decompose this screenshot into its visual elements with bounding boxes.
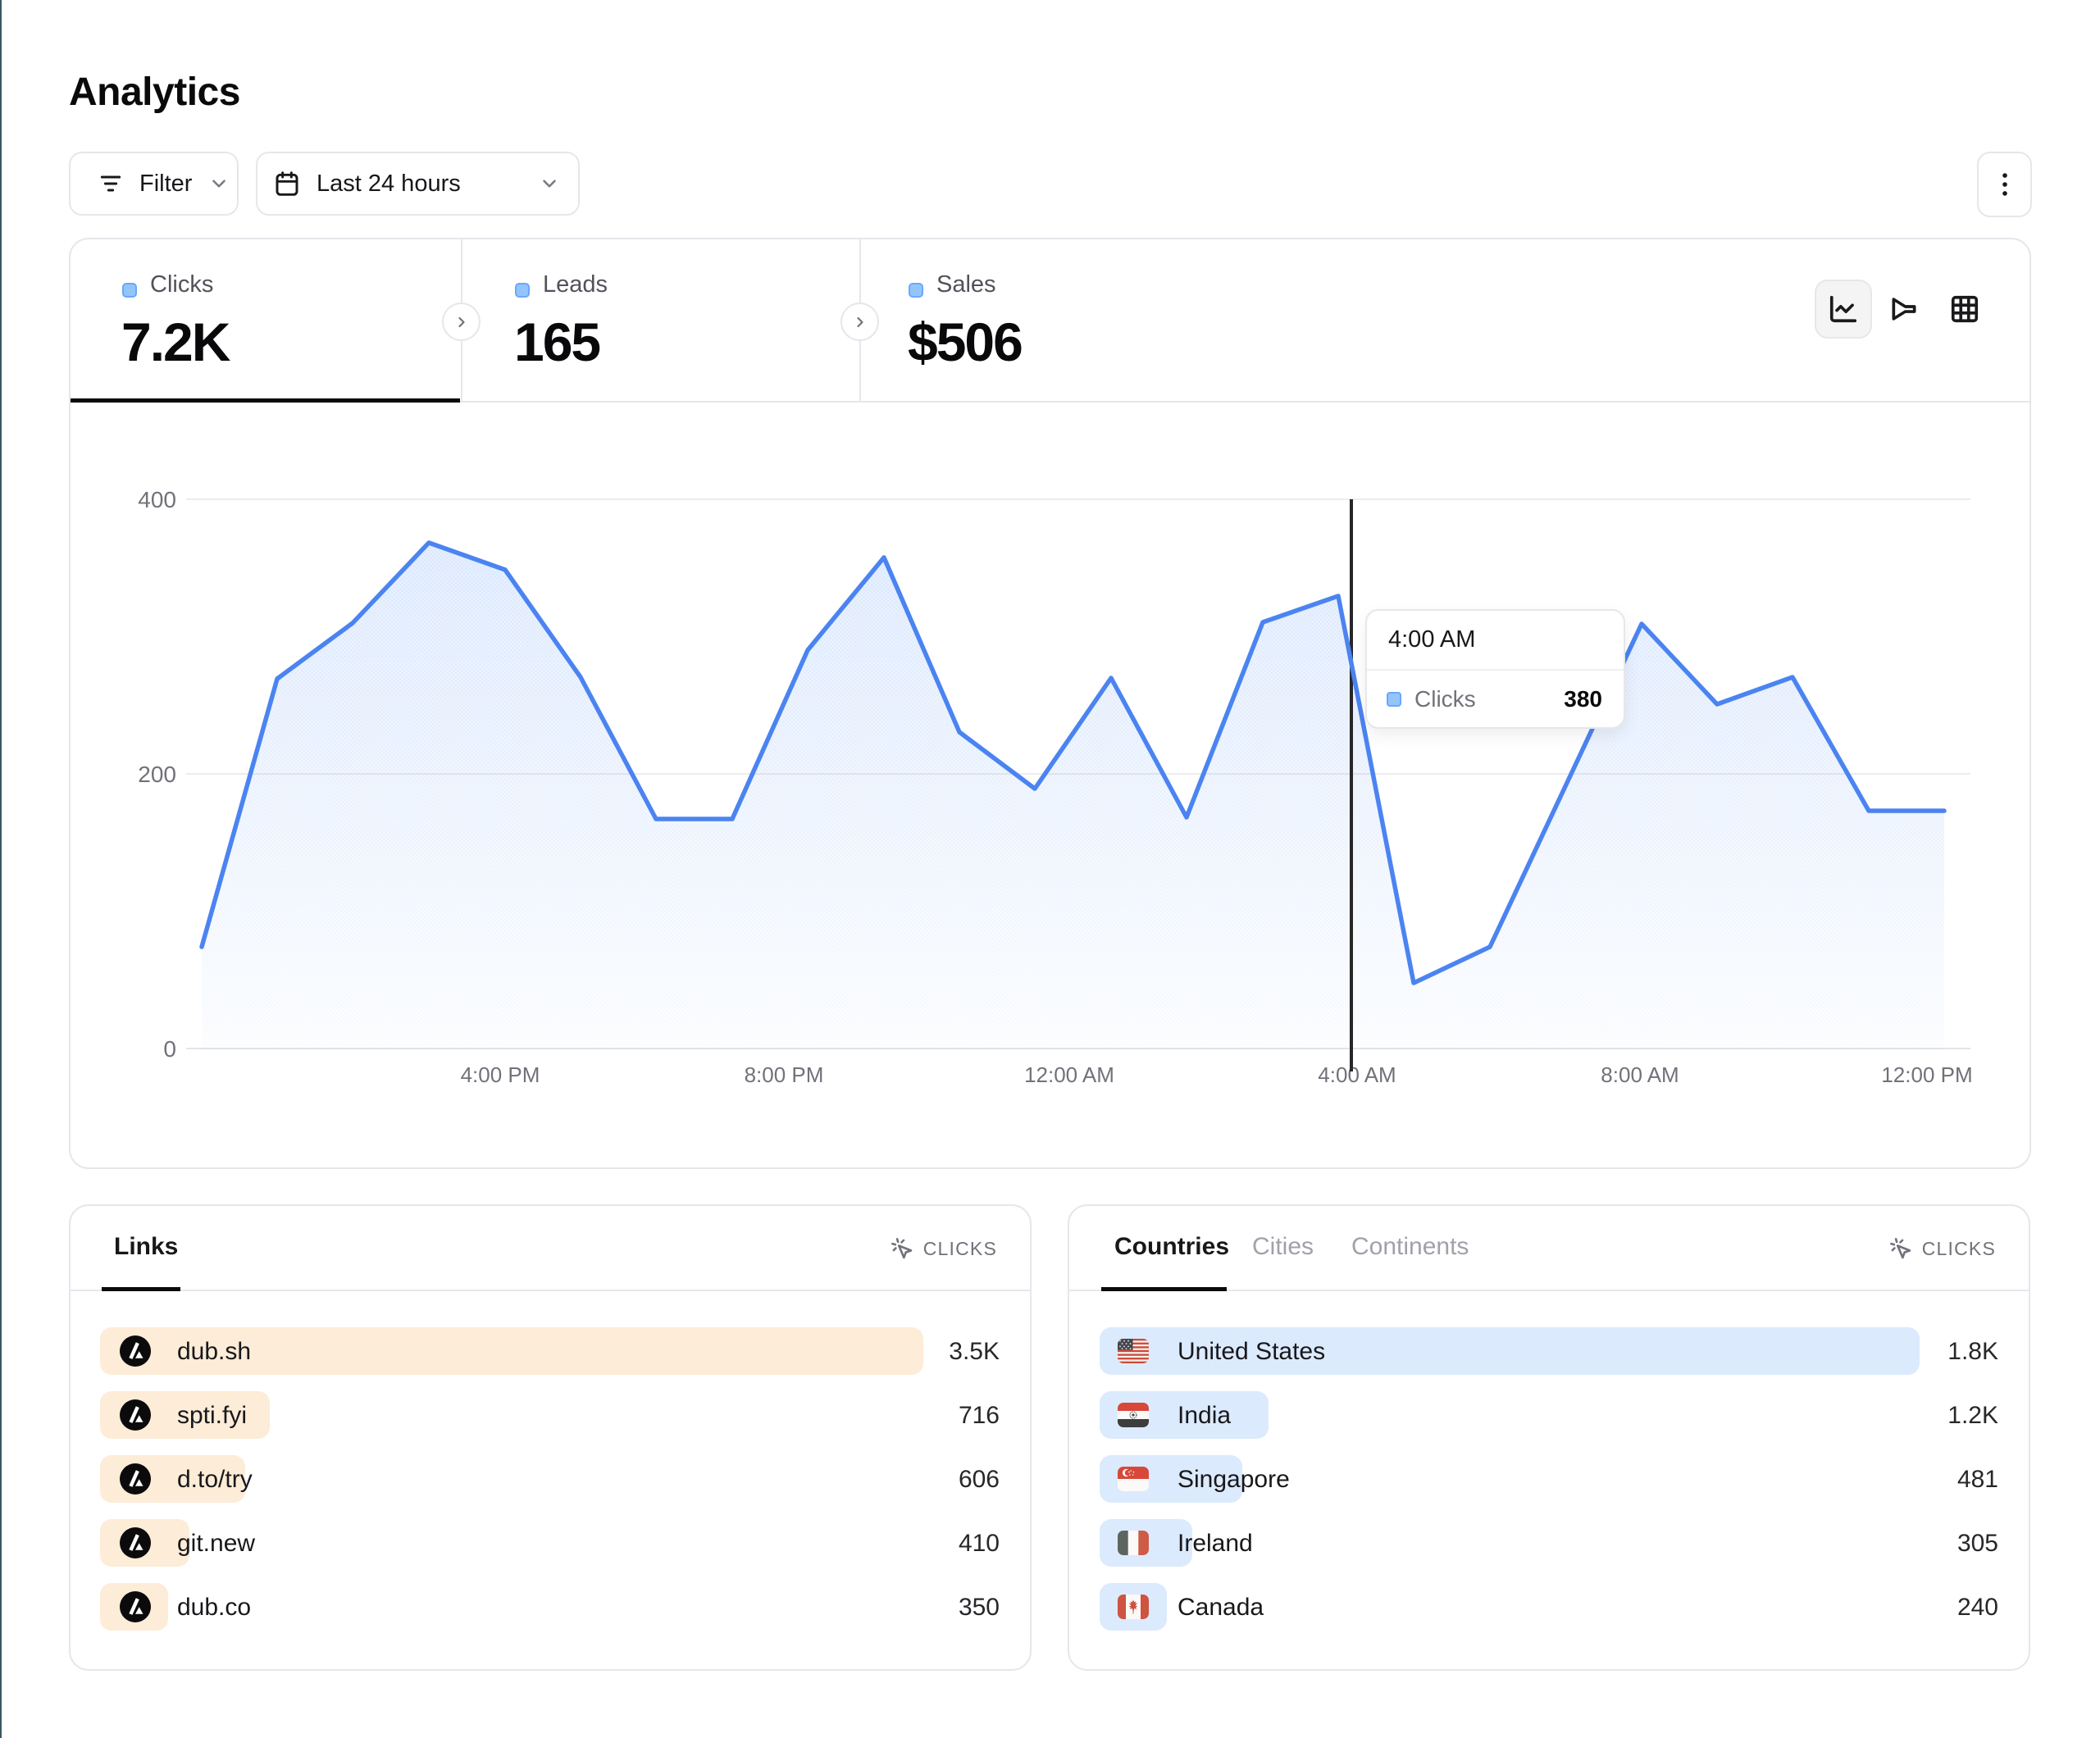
svg-text:4:00 PM: 4:00 PM — [461, 1062, 540, 1087]
svg-text:12:00 PM: 12:00 PM — [1881, 1062, 1972, 1087]
svg-text:8:00 AM: 8:00 AM — [1601, 1062, 1679, 1087]
svg-text:4:00 AM: 4:00 AM — [1318, 1062, 1396, 1087]
svg-text:400: 400 — [138, 487, 176, 512]
svg-text:0: 0 — [163, 1036, 176, 1062]
svg-text:8:00 PM: 8:00 PM — [745, 1062, 824, 1087]
svg-text:12:00 AM: 12:00 AM — [1024, 1062, 1114, 1087]
svg-text:200: 200 — [138, 762, 176, 787]
